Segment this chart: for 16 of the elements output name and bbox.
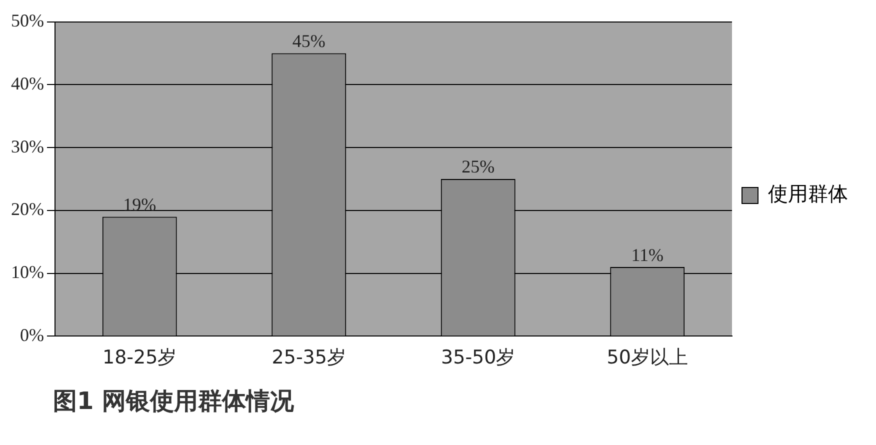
- y-tick-label: 30%: [10, 136, 44, 156]
- legend-label: 使用群体: [768, 182, 848, 206]
- y-tick-label: 20%: [10, 199, 44, 220]
- data-label: 45%: [292, 30, 326, 51]
- x-tick-label: 50岁以上: [606, 346, 688, 369]
- x-tick-label: 25-35岁: [272, 346, 346, 369]
- data-label: 25%: [462, 156, 495, 177]
- x-tick-label: 35-50岁: [441, 346, 516, 369]
- data-label: 11%: [631, 244, 664, 265]
- y-tick-label: 0%: [20, 324, 44, 345]
- text: 图1 网银使用群体情况: [53, 386, 296, 417]
- y-tick-label: 40%: [10, 73, 44, 94]
- data-label: 19%: [123, 194, 156, 214]
- y-tick-label: 10%: [10, 262, 44, 282]
- y-tick-label: 50%: [10, 10, 44, 31]
- x-tick-label: 18-25岁: [102, 346, 177, 369]
